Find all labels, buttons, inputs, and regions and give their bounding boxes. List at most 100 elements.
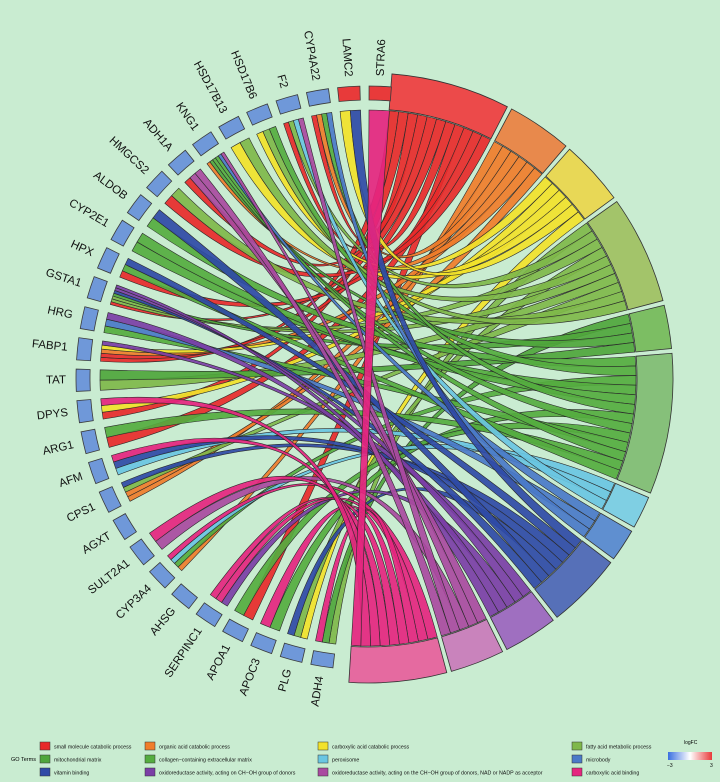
legend-label-1-2: peroxisome [332, 758, 359, 764]
legend-label-2-3: carboxylic acid binding [586, 771, 639, 777]
legend-label-0-1: organic acid catabolic process [159, 745, 230, 751]
gene-box-arg1 [80, 428, 100, 455]
ribbon-2-lamc2 [339, 110, 579, 276]
gene-box-afm [87, 457, 110, 485]
gene-box-dpys [76, 399, 94, 424]
gene-box-serpinc1 [195, 602, 223, 628]
term-arc-2 [545, 148, 615, 220]
gene-label-fabp1: FABP1 [31, 338, 68, 354]
gene-box-plg [279, 642, 306, 663]
gene-label-adh4: ADH4 [310, 675, 327, 708]
gene-label-agxt: AGXT [80, 530, 113, 557]
ribbon-10-adh1a [194, 168, 451, 637]
legend-label-0-0: small molecule catabolic process [54, 745, 132, 751]
gene-box-hrg [79, 306, 99, 332]
legend-swatch-0-1 [144, 741, 156, 751]
gene-label-apoc3: APOC3 [238, 657, 263, 698]
logfc-scale-max: 3 [710, 763, 713, 769]
legend-swatch-2-2 [317, 767, 329, 777]
gene-label-stra6: STRA6 [375, 39, 389, 77]
gene-label-hmgcs2: HMGCS2 [107, 135, 151, 177]
gene-label-hrg: HRG [46, 304, 74, 321]
gene-label-cyp3a4: CYP3A4 [114, 582, 155, 622]
gene-label-apoa1: APOA1 [205, 643, 233, 683]
ribbon-2-hsd17b13 [230, 142, 573, 280]
gene-label-sult2a1: SULT2A1 [86, 557, 132, 596]
legend-title: GO Terms [11, 757, 36, 763]
gene-label-lamc2: LAMC2 [340, 38, 355, 77]
gene-label-hsd17b13: HSD17B13 [191, 59, 229, 115]
term-arc-9 [489, 591, 554, 651]
gene-label-cyp4a22: CYP4A22 [301, 30, 322, 82]
ribbon-11-stra6 [350, 109, 390, 647]
logfc-gradient-bar [668, 752, 712, 760]
gene-box-apoc3 [250, 632, 277, 655]
gene-box-cyp2e1 [110, 219, 135, 247]
ribbons-layer [99, 109, 637, 647]
gene-label-ahsg: AHSG [148, 605, 178, 638]
gene-box-hsd17b13 [218, 115, 246, 140]
term-arc-1 [494, 108, 567, 174]
ribbon-8-lamc2 [349, 109, 582, 549]
legend: GO Terms small molecule catabolic proces… [11, 740, 713, 777]
ribbon-5-apoc3 [269, 409, 634, 632]
gene-box-agxt [112, 513, 137, 541]
legend-swatch-0-3 [571, 741, 583, 751]
legend-swatch-0-2 [317, 741, 329, 751]
gene-box-aldob [126, 194, 153, 222]
term-arc-4 [628, 304, 673, 353]
ribbon-11-serpinc1 [209, 497, 400, 646]
ribbon-11-adh4 [315, 509, 419, 644]
ribbon-1-kng1 [206, 161, 535, 273]
logfc-scale-title: logFC [684, 740, 698, 746]
ribbon-7-cyp4a22 [326, 112, 590, 538]
legend-label-1-1: collagen−containing extracellular matrix [159, 758, 252, 764]
ribbon-3-f2 [288, 120, 598, 289]
term-arc-0 [388, 73, 508, 140]
ribbon-5-hsd17b6 [268, 126, 637, 376]
legend-swatch-1-3 [571, 754, 583, 764]
legend-swatch-2-1 [144, 767, 156, 777]
term-arc-11 [348, 637, 448, 684]
ribbon-3-hsd17b6 [262, 128, 628, 325]
legend-label-0-2: carboxylic acid catabolic process [332, 745, 409, 751]
gene-box-stra6 [368, 85, 392, 102]
gene-label-arg1: ARG1 [42, 439, 75, 458]
gene-label-tat: TAT [46, 374, 66, 386]
gene-box-cyp4a22 [305, 88, 331, 107]
gene-label-cps1: CPS1 [65, 501, 97, 525]
gene-label-serpinc1: SERPINC1 [163, 625, 205, 679]
ribbon-3-gsta1 [111, 264, 616, 334]
ribbon-4-kng1 [209, 159, 634, 348]
gene-box-hsd17b6 [246, 103, 273, 126]
ribbon-7-hrg [104, 318, 596, 530]
gene-box-tat [75, 368, 91, 392]
gene-box-fabp1 [76, 337, 94, 362]
gene-label-adh1a: ADH1A [140, 117, 174, 154]
ribbon-10-kng1 [220, 151, 478, 627]
ribbon-10-f2 [297, 117, 461, 634]
legend-swatch-0-0 [39, 741, 51, 751]
legend-label-2-1: oxidoreductase activity, acting on CH−OH… [159, 771, 296, 777]
ribbon-7-kng1 [217, 153, 601, 522]
gene-box-adh4 [310, 650, 336, 669]
ribbon-6-f2 [293, 118, 607, 510]
term-arc-6 [602, 482, 650, 528]
legend-label-2-0: vitamin binding [54, 771, 89, 777]
gene-label-hsd17b6: HSD17B6 [228, 49, 259, 101]
gene-box-kng1 [192, 131, 220, 157]
gene-label-kng1: KNG1 [173, 101, 201, 134]
legend-label-0-3: fatty acid metabolic process [586, 745, 652, 751]
term-arc-5 [616, 352, 674, 494]
legend-label-1-0: mitochondrial matrix [54, 758, 102, 764]
gene-box-ahsg [171, 583, 198, 610]
gene-box-gsta1 [86, 276, 108, 303]
legend-swatch-2-3 [571, 767, 583, 777]
gene-label-aldob: ALDOB [91, 169, 130, 202]
gene-box-adh1a [167, 149, 195, 176]
gene-box-lamc2 [337, 85, 361, 102]
gene-boxes-layer [75, 85, 392, 669]
logfc-scale-min: −3 [667, 763, 673, 769]
ribbon-9-gsta1 [114, 287, 524, 603]
